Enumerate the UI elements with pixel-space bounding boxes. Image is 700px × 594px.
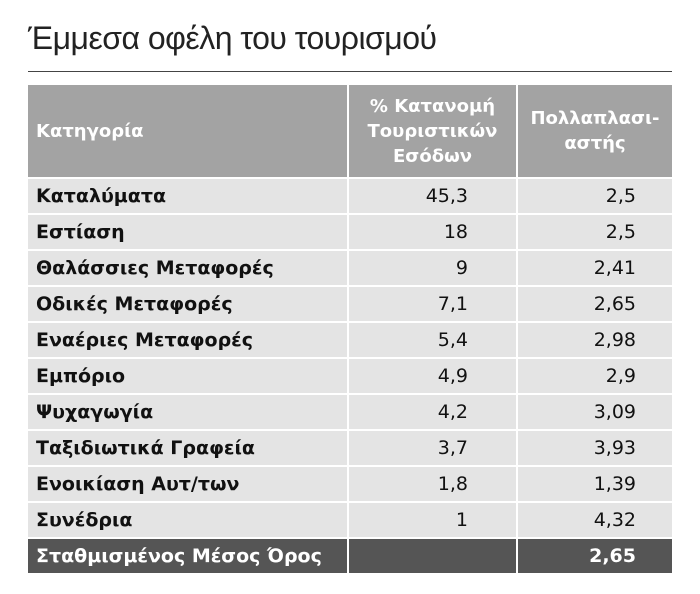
value-cell: 4,32 xyxy=(518,503,672,537)
value-cell: 2,65 xyxy=(518,287,672,321)
table-footer: Σταθμισμένος Μέσος Όρος 2,65 xyxy=(28,539,672,573)
category-cell: Καταλύματα xyxy=(28,179,347,213)
category-cell: Εμπόριο xyxy=(28,359,347,393)
table-row: Εμπόριο 4,9 2,9 xyxy=(28,359,672,393)
category-cell: Ταξιδιωτικά Γραφεία xyxy=(28,431,347,465)
value-cell: 1 xyxy=(349,503,516,537)
category-cell: Ενοικίαση Αυτ/των xyxy=(28,467,347,501)
category-cell: Θαλάσσιες Μεταφορές xyxy=(28,251,347,285)
table-row: Ταξιδιωτικά Γραφεία 3,7 3,93 xyxy=(28,431,672,465)
header-cell: Κατηγορία xyxy=(28,85,347,177)
footer-row: Σταθμισμένος Μέσος Όρος 2,65 xyxy=(28,539,672,573)
header-text: Εσόδων xyxy=(393,145,472,167)
category-cell: Εστίαση xyxy=(28,215,347,249)
table: Κατηγορία % Κατανομή Τουριστικών Εσόδων Πολλ… xyxy=(26,83,674,575)
category-cell: Ψυχαγωγία xyxy=(28,395,347,429)
table-header: Κατηγορία % Κατανομή Τουριστικών Εσόδων Πολλ… xyxy=(28,85,672,177)
table-row: Εναέριες Μεταφορές 5,4 2,98 xyxy=(28,323,672,357)
footer-label: Σταθμισμένος Μέσος Όρος xyxy=(28,539,347,573)
header-text: Κατηγορία xyxy=(36,120,144,142)
value-cell: 3,93 xyxy=(518,431,672,465)
header-text: % Κατανομή xyxy=(369,95,496,117)
value-cell: 3,7 xyxy=(349,431,516,465)
footer-empty xyxy=(349,539,516,573)
value-cell: 3,09 xyxy=(518,395,672,429)
title: Έμμεσα οφέλη του τουρισμού xyxy=(28,20,437,56)
value-cell: 9 xyxy=(349,251,516,285)
footer-value: 2,65 xyxy=(518,539,672,573)
value-cell: 2,98 xyxy=(518,323,672,357)
category-cell: Συνέδρια xyxy=(28,503,347,537)
value-cell: 5,4 xyxy=(349,323,516,357)
header-cell: % Κατανομή Τουριστικών Εσόδων xyxy=(349,85,516,177)
header-text: Τουριστικών xyxy=(367,120,498,142)
value-cell: 45,3 xyxy=(349,179,516,213)
value-cell: 7,1 xyxy=(349,287,516,321)
header-cell: Πολλαπλασι-αστής xyxy=(518,85,672,177)
value-cell: 1,8 xyxy=(349,467,516,501)
value-cell: 2,5 xyxy=(518,215,672,249)
header-text: Πολλαπλασι- xyxy=(530,108,660,129)
header-text: αστής xyxy=(564,133,626,154)
value-cell: 4,2 xyxy=(349,395,516,429)
category-cell: Οδικές Μεταφορές xyxy=(28,287,347,321)
value-cell: 2,41 xyxy=(518,251,672,285)
table-row: Εστίαση 18 2,5 xyxy=(28,215,672,249)
table-row: Θαλάσσιες Μεταφορές 9 2,41 xyxy=(28,251,672,285)
title-rule xyxy=(28,71,672,72)
value-cell: 2,5 xyxy=(518,179,672,213)
value-cell: 1,39 xyxy=(518,467,672,501)
header-row: Κατηγορία % Κατανομή Τουριστικών Εσόδων Πολλ… xyxy=(28,85,672,177)
table-row: Ενοικίαση Αυτ/των 1,8 1,39 xyxy=(28,467,672,501)
value-cell: 4,9 xyxy=(349,359,516,393)
value-cell: 2,9 xyxy=(518,359,672,393)
value-cell: 18 xyxy=(349,215,516,249)
category-cell: Εναέριες Μεταφορές xyxy=(28,323,347,357)
table-body: Καταλύματα 45,3 2,5 Εστίαση 18 2,5 Θαλάσσιες Μ… xyxy=(28,179,672,537)
table-row: Συνέδρια 1 4,32 xyxy=(28,503,672,537)
table-row: Καταλύματα 45,3 2,5 xyxy=(28,179,672,213)
table-row: Οδικές Μεταφορές 7,1 2,65 xyxy=(28,287,672,321)
table-row: Ψυχαγωγία 4,2 3,09 xyxy=(28,395,672,429)
